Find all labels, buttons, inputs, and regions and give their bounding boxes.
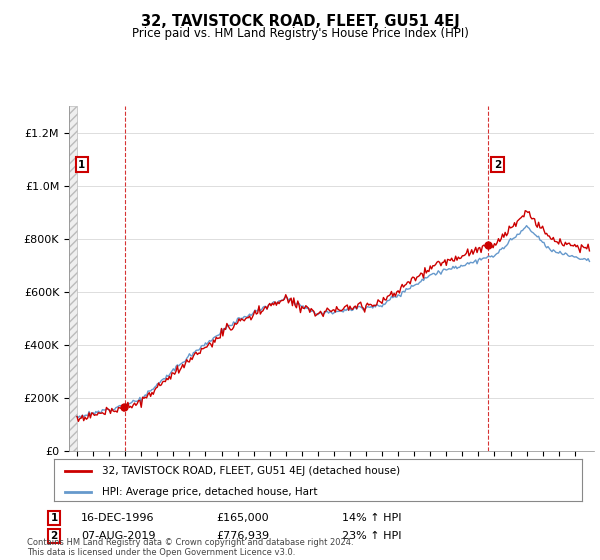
Text: Contains HM Land Registry data © Crown copyright and database right 2024.
This d: Contains HM Land Registry data © Crown c… [27, 538, 353, 557]
Text: £776,939: £776,939 [216, 531, 269, 541]
Text: 1: 1 [50, 513, 58, 523]
Text: 23% ↑ HPI: 23% ↑ HPI [342, 531, 401, 541]
Text: 2: 2 [494, 160, 501, 170]
Text: 1: 1 [78, 160, 85, 170]
Text: 07-AUG-2019: 07-AUG-2019 [81, 531, 155, 541]
Text: 14% ↑ HPI: 14% ↑ HPI [342, 513, 401, 523]
Text: 32, TAVISTOCK ROAD, FLEET, GU51 4EJ (detached house): 32, TAVISTOCK ROAD, FLEET, GU51 4EJ (det… [101, 465, 400, 475]
Bar [69, 106, 77, 451]
Text: 2: 2 [50, 531, 58, 541]
Text: 32, TAVISTOCK ROAD, FLEET, GU51 4EJ: 32, TAVISTOCK ROAD, FLEET, GU51 4EJ [140, 14, 460, 29]
Text: 16-DEC-1996: 16-DEC-1996 [81, 513, 155, 523]
Text: HPI: Average price, detached house, Hart: HPI: Average price, detached house, Hart [101, 487, 317, 497]
Text: Price paid vs. HM Land Registry's House Price Index (HPI): Price paid vs. HM Land Registry's House … [131, 27, 469, 40]
Text: £165,000: £165,000 [216, 513, 269, 523]
